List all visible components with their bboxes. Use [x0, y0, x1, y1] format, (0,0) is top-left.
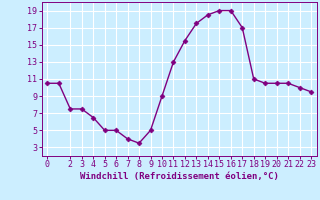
- X-axis label: Windchill (Refroidissement éolien,°C): Windchill (Refroidissement éolien,°C): [80, 172, 279, 181]
